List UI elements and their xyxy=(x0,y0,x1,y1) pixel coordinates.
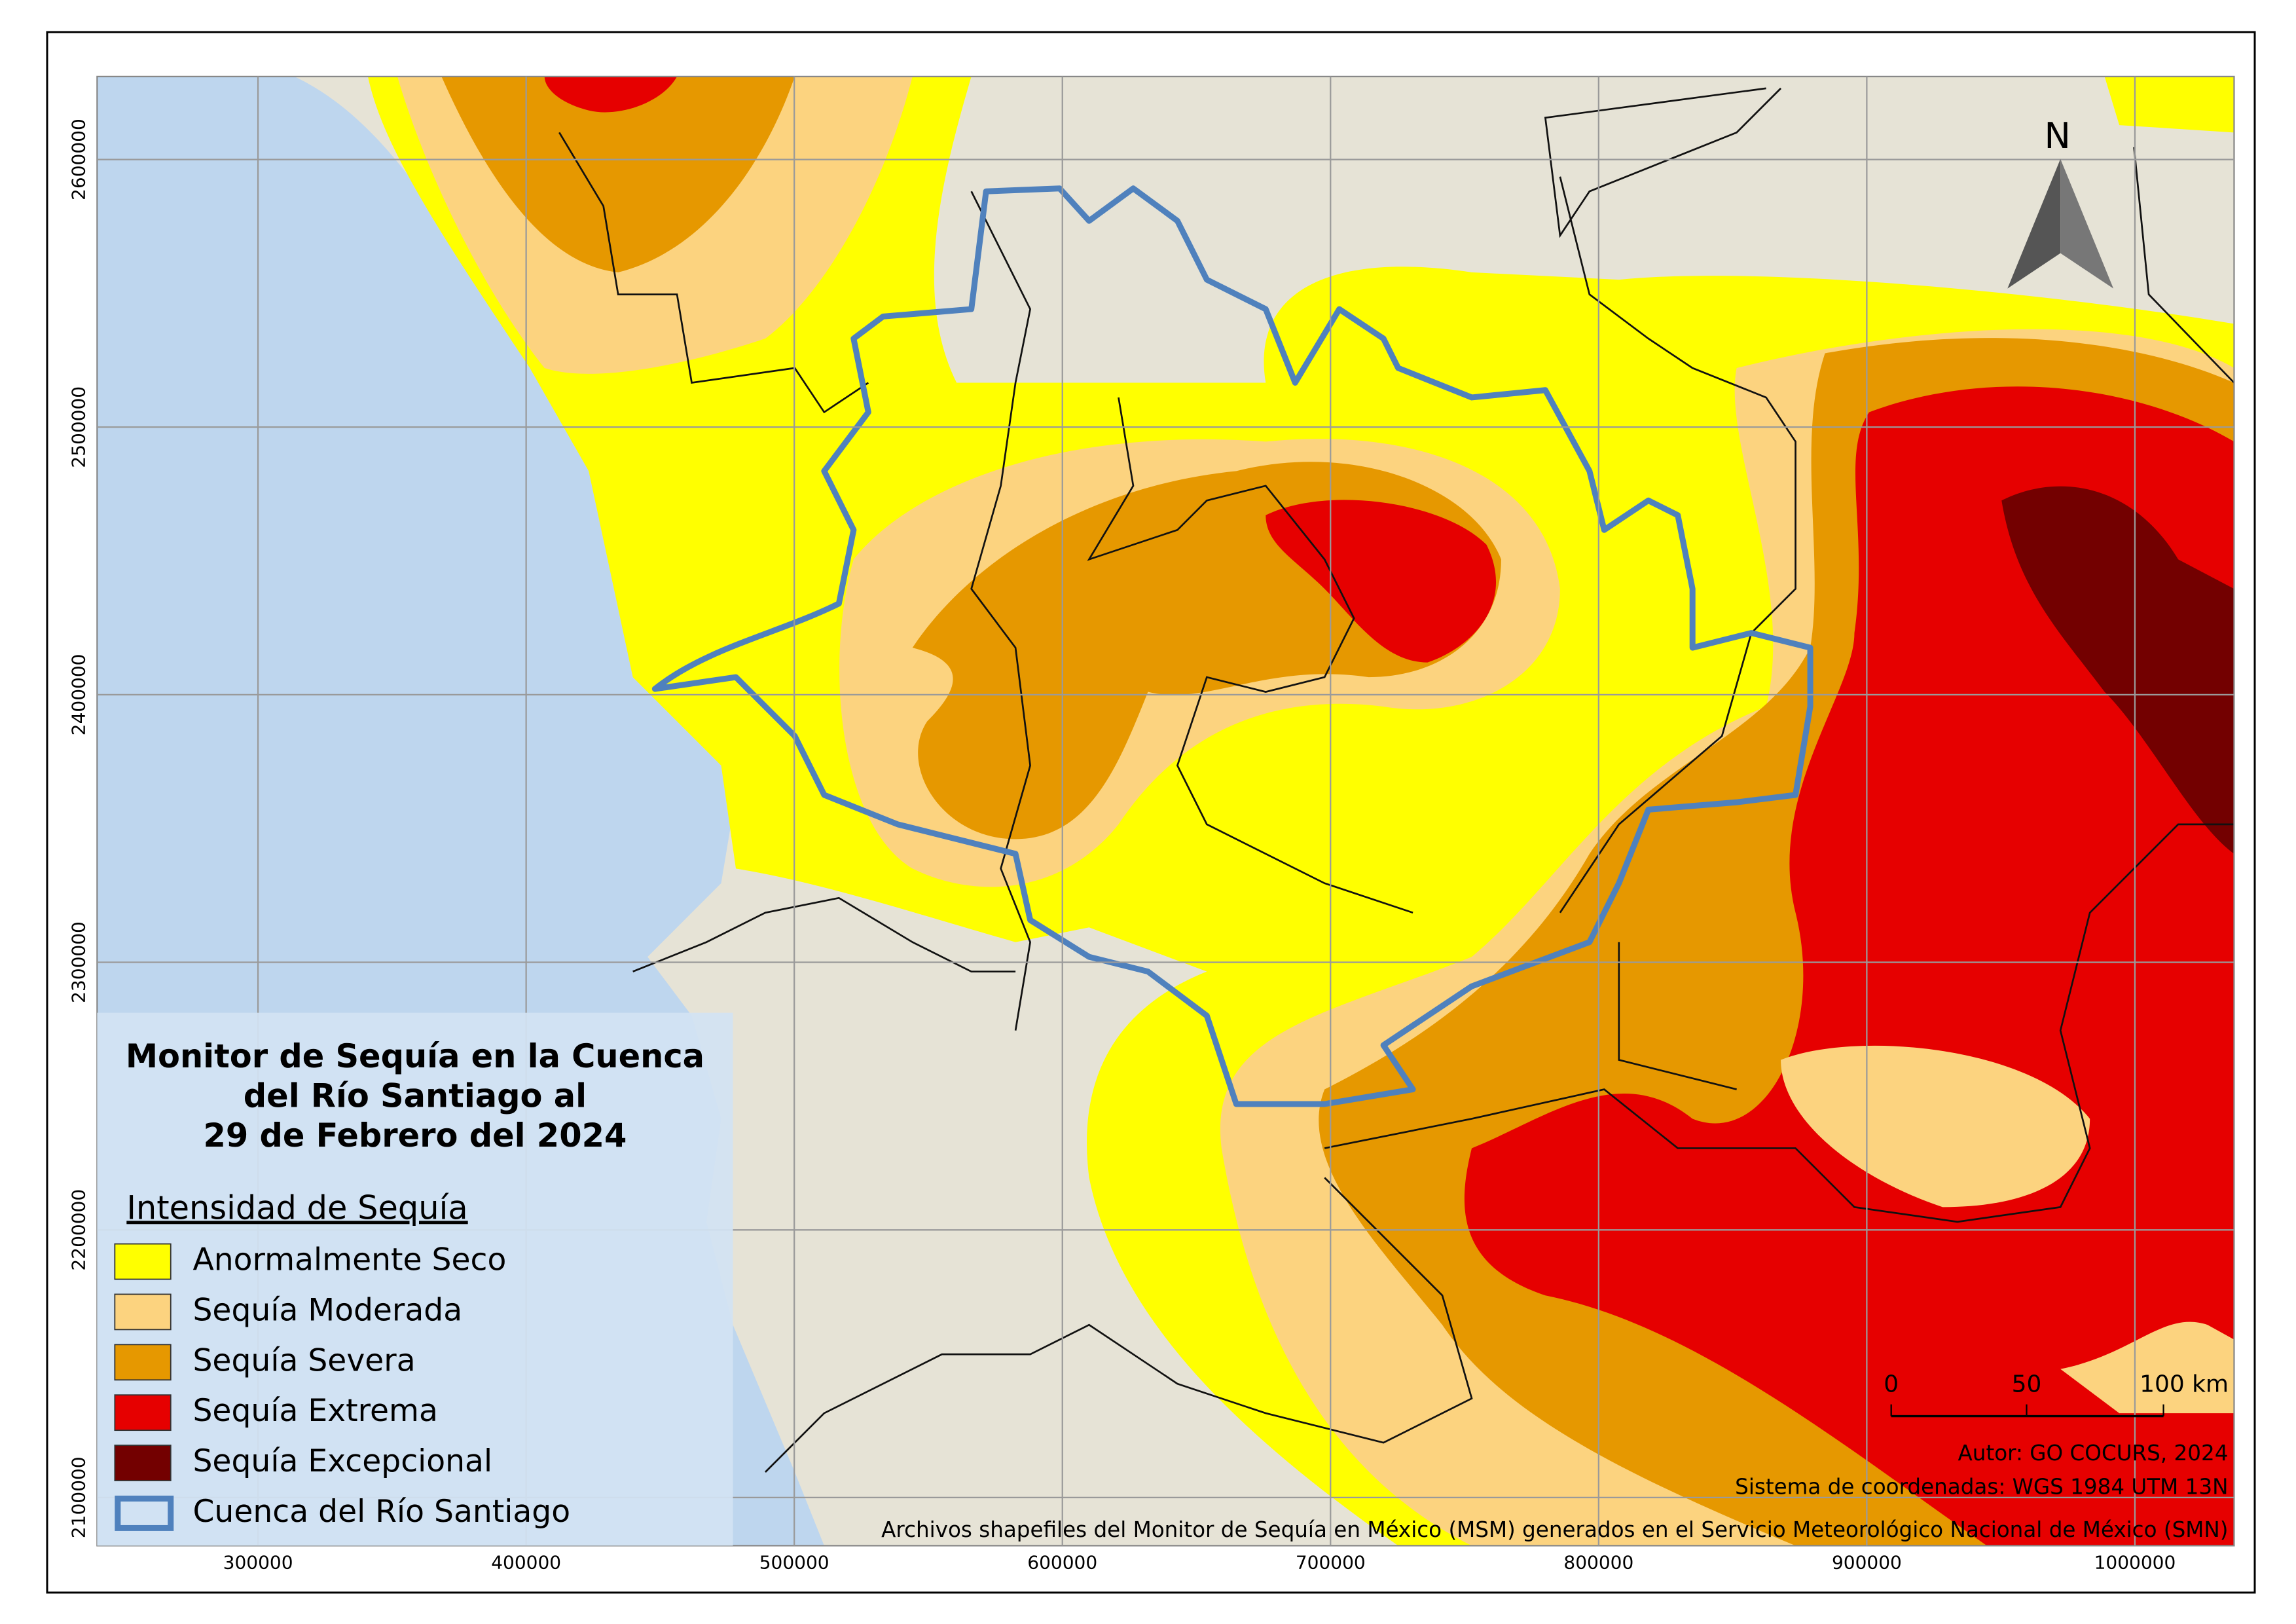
x-tick-label: 500000 xyxy=(759,1551,829,1573)
credit: Archivos shapefiles del Monitor de Sequí… xyxy=(881,1517,2228,1542)
y-tick-label: 2100000 xyxy=(67,1456,89,1538)
zone-moderate-patch xyxy=(1781,1045,2234,1414)
north-label: N xyxy=(2045,115,2071,157)
legend-box xyxy=(97,1012,733,1546)
legend-swatch xyxy=(114,1243,172,1280)
y-tick-label: 2600000 xyxy=(67,119,89,200)
credits: Autor: GO COCURS, 2024 Sistema de coorde… xyxy=(881,1441,2228,1542)
y-tick-label: 2500000 xyxy=(67,386,89,468)
legend-swatch xyxy=(114,1394,172,1431)
x-tick-label: 600000 xyxy=(1027,1551,1097,1573)
y-tick-label: 2400000 xyxy=(67,654,89,736)
x-tick-label: 900000 xyxy=(1832,1551,1902,1573)
scale-label: 0 xyxy=(1884,1371,1899,1397)
y-tick-label: 2200000 xyxy=(67,1189,89,1271)
x-tick-label: 400000 xyxy=(491,1551,561,1573)
arrow-left xyxy=(2007,158,2061,289)
legend: Anormalmente Seco Sequía Moderada Sequía S… xyxy=(114,1242,570,1531)
map-frame xyxy=(96,75,2235,1547)
state-border xyxy=(558,87,2234,1473)
legend-swatch xyxy=(114,1445,172,1481)
zone-exceptional xyxy=(2001,486,2234,854)
legend-swatch xyxy=(114,1293,172,1331)
title: Monitor de Sequía en la Cuenca del Río S… xyxy=(126,1037,704,1154)
legend-label: Sequía Excepcional xyxy=(192,1443,492,1479)
legend-label: Cuenca del Río Santiago xyxy=(192,1494,570,1530)
x-tick-label: 1000000 xyxy=(2094,1551,2176,1573)
y-tick-label: 2300000 xyxy=(67,921,89,1003)
credit: Sistema de coordenadas: WGS 1984 UTM 13N xyxy=(1735,1475,2228,1500)
x-tick-label: 700000 xyxy=(1296,1551,1366,1573)
basin-outline xyxy=(651,185,1813,1107)
x-tick-label: 300000 xyxy=(223,1551,293,1573)
legend-label: Sequía Moderada xyxy=(192,1292,462,1328)
legend-swatch xyxy=(115,1495,174,1531)
x-tick-label: 800000 xyxy=(1563,1551,1633,1573)
legend-label: Sequía Severa xyxy=(192,1342,415,1378)
title-line: del Río Santiago al xyxy=(244,1077,587,1115)
legend-label: Sequía Extrema xyxy=(192,1393,437,1429)
scale-bar: 0 50 100 km xyxy=(1884,1371,2229,1418)
legend-swatch xyxy=(114,1344,172,1381)
zone-extreme xyxy=(544,76,2234,1546)
scale-label: 100 km xyxy=(2140,1371,2229,1397)
scale-label: 50 xyxy=(2012,1371,2042,1397)
overlays: Monitor de Sequía en la Cuenca del Río S… xyxy=(97,115,2229,1546)
legend-title: Intensidad de Sequía xyxy=(126,1189,467,1227)
title-line: Monitor de Sequía en la Cuenca xyxy=(126,1037,704,1075)
credit: Autor: GO COCURS, 2024 xyxy=(1958,1441,2229,1466)
ticks: 300000 400000 500000 600000 700000 800000 9000… xyxy=(67,119,2176,1573)
legend-label: Anormalmente Seco xyxy=(192,1242,506,1278)
title-line: 29 de Febrero del 2024 xyxy=(203,1116,627,1154)
